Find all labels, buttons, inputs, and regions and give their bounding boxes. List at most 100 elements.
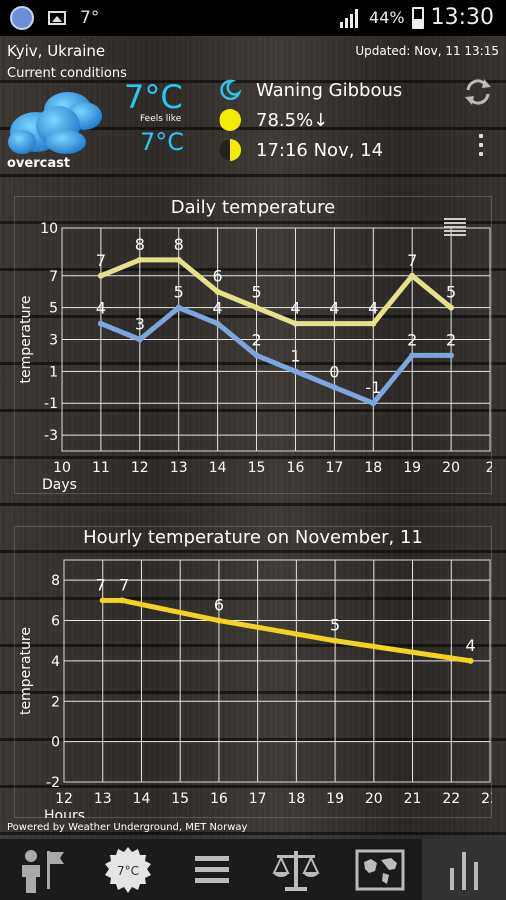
data-point <box>448 304 455 311</box>
tab-charts[interactable] <box>422 839 506 900</box>
moon-phase-row: Waning Gibbous <box>218 78 402 102</box>
battery-percent: 44% <box>369 8 405 27</box>
tab-temp-badge: 7°C <box>117 864 139 878</box>
x-tick-label: 21 <box>404 791 422 807</box>
x-tick-label: 12 <box>55 791 73 807</box>
data-point <box>331 320 338 327</box>
feels-like-value: 7°C <box>140 128 185 156</box>
data-label: 7 <box>96 575 106 594</box>
refresh-icon[interactable] <box>462 76 494 108</box>
x-tick-label: 12 <box>131 460 149 476</box>
data-point <box>448 352 455 359</box>
data-point <box>332 637 339 644</box>
legend-icon <box>444 222 466 224</box>
y-tick-label: 7 <box>49 269 58 285</box>
data-label: 7 <box>96 251 106 270</box>
x-tick-label: 19 <box>326 791 344 807</box>
data-point <box>215 617 222 624</box>
data-point <box>331 384 338 391</box>
data-point <box>175 304 182 311</box>
daily-chart-title: Daily temperature <box>170 197 336 218</box>
x-tick-label: 15 <box>248 460 266 476</box>
data-label: 3 <box>135 315 145 334</box>
moon-half-icon <box>219 139 241 161</box>
data-label: 6 <box>213 267 223 286</box>
temperature-badge-icon: 7°C <box>105 846 151 893</box>
data-point <box>97 272 104 279</box>
legend-icon <box>444 234 466 236</box>
data-point <box>136 256 143 263</box>
series-line <box>98 305 454 406</box>
y-tick-label: 6 <box>51 614 60 630</box>
y-tick-label: -1 <box>44 396 58 412</box>
data-label: 4 <box>213 299 223 318</box>
tab-list[interactable] <box>170 839 254 900</box>
plot-frame <box>63 559 491 783</box>
data-label: 5 <box>174 283 184 302</box>
series-line <box>98 257 454 327</box>
moon-crescent-icon <box>220 79 242 101</box>
tab-compare[interactable] <box>254 839 338 900</box>
cloud-icon <box>8 92 102 154</box>
data-point <box>119 597 126 604</box>
data-point <box>175 256 182 263</box>
data-point <box>136 336 143 343</box>
overflow-menu-icon[interactable] <box>479 134 483 161</box>
current-temperature: 7°C <box>124 78 183 116</box>
location[interactable]: Kyiv, Ukraine <box>7 42 106 60</box>
image-icon <box>48 11 66 25</box>
legend-icon <box>444 230 466 232</box>
list-icon <box>195 855 229 883</box>
data-label: 2 <box>446 330 456 349</box>
data-label: 4 <box>466 636 476 655</box>
data-point <box>292 320 299 327</box>
x-tick-label: 19 <box>403 460 421 476</box>
conditions-title: Current conditions <box>7 66 127 81</box>
scales-icon <box>272 850 320 891</box>
data-label: -1 <box>365 378 381 397</box>
status-temperature: 7° <box>80 8 100 28</box>
data-label: 4 <box>290 299 300 318</box>
data-label: 0 <box>329 362 339 381</box>
data-point <box>253 304 260 311</box>
x-tick-label: 17 <box>249 791 267 807</box>
x-tick-label: 18 <box>287 791 305 807</box>
x-tick-label: 10 <box>53 460 71 476</box>
data-point <box>409 352 416 359</box>
x-axis-label: Hours <box>44 808 85 818</box>
moon-phase: Waning Gibbous <box>256 79 403 101</box>
data-label: 4 <box>329 299 339 318</box>
status-bar: 7° 44% 13:30 <box>0 0 506 36</box>
data-point <box>253 352 260 359</box>
moon-gibbous-icon <box>218 109 241 131</box>
x-tick-label: 18 <box>364 460 382 476</box>
data-point <box>409 272 416 279</box>
legend-icon <box>444 218 466 220</box>
hourly-chart-panel: Hourly temperature on November, 11 <box>14 526 492 818</box>
moon-illumination: 78.5%↓ <box>256 109 329 131</box>
data-point <box>467 657 474 664</box>
data-point <box>214 320 221 327</box>
y-tick-label: 4 <box>51 654 60 670</box>
legend-icon <box>444 226 466 228</box>
y-tick-label: 1 <box>49 364 58 380</box>
condition-text: overcast <box>7 156 71 171</box>
data-label: 6 <box>214 596 224 615</box>
x-tick-label: 22 <box>442 791 460 807</box>
tab-location[interactable] <box>0 839 84 900</box>
x-tick-label: 15 <box>171 791 189 807</box>
powered-by: Powered by Weather Underground, MET Norw… <box>7 822 248 833</box>
data-point <box>99 597 106 604</box>
tab-current[interactable]: 7°C <box>86 839 170 900</box>
y-tick-label: 3 <box>49 333 58 349</box>
x-tick-label: 13 <box>94 791 112 807</box>
data-point <box>292 368 299 375</box>
tab-map[interactable] <box>338 839 422 900</box>
y-tick-label: -3 <box>44 428 58 444</box>
y-tick-label: 2 <box>51 694 60 710</box>
clock: 13:30 <box>430 5 494 30</box>
moon-event-row: 17:16 Nov, 14 <box>218 138 383 162</box>
x-tick-label: 2 <box>486 460 492 476</box>
x-tick-label: 11 <box>92 460 110 476</box>
